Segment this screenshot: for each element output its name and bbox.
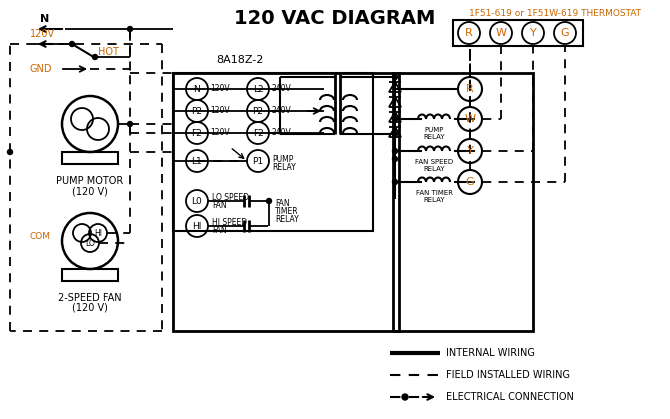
Text: 120V: 120V xyxy=(210,127,230,137)
Text: PUMP: PUMP xyxy=(424,127,444,133)
Text: HI: HI xyxy=(192,222,202,230)
Text: P1: P1 xyxy=(253,157,263,166)
Text: L0: L0 xyxy=(192,197,202,205)
Text: FAN SPEED: FAN SPEED xyxy=(415,159,453,165)
Text: RELAY: RELAY xyxy=(423,197,445,203)
Text: 1F51-619 or 1F51W-619 THERMOSTAT: 1F51-619 or 1F51W-619 THERMOSTAT xyxy=(469,9,641,18)
Text: RELAY: RELAY xyxy=(423,134,445,140)
Text: HOT: HOT xyxy=(98,47,119,57)
Circle shape xyxy=(70,41,74,47)
Text: RELAY: RELAY xyxy=(275,215,299,223)
Text: 120V: 120V xyxy=(30,29,55,39)
Text: HI SPEED: HI SPEED xyxy=(212,217,247,227)
Text: FAN: FAN xyxy=(212,201,226,210)
Text: G: G xyxy=(466,177,474,187)
Bar xyxy=(173,73,399,331)
Circle shape xyxy=(402,394,408,400)
Circle shape xyxy=(393,179,397,184)
Text: 120V: 120V xyxy=(210,83,230,93)
Text: (120 V): (120 V) xyxy=(72,186,108,196)
Text: LO SPEED: LO SPEED xyxy=(212,192,249,202)
Circle shape xyxy=(92,54,98,59)
Text: G: G xyxy=(561,28,570,38)
Text: P2: P2 xyxy=(192,106,202,116)
Text: ELECTRICAL CONNECTION: ELECTRICAL CONNECTION xyxy=(446,392,574,402)
Text: GND: GND xyxy=(30,64,52,74)
Bar xyxy=(62,269,118,281)
Text: Y: Y xyxy=(466,146,474,156)
Text: Y: Y xyxy=(529,28,537,38)
Text: HI: HI xyxy=(94,228,102,238)
Text: INTERNAL WIRING: INTERNAL WIRING xyxy=(446,348,535,358)
Text: FIELD INSTALLED WIRING: FIELD INSTALLED WIRING xyxy=(446,370,570,380)
Text: L1: L1 xyxy=(192,157,202,166)
Text: F2: F2 xyxy=(192,129,202,137)
Text: 8A18Z-2: 8A18Z-2 xyxy=(216,55,264,65)
Bar xyxy=(62,152,118,164)
Bar xyxy=(393,73,533,331)
Text: P2: P2 xyxy=(253,106,263,116)
Text: W: W xyxy=(496,28,507,38)
Text: 240V: 240V xyxy=(271,83,291,93)
Text: R: R xyxy=(465,28,473,38)
Circle shape xyxy=(393,116,397,122)
Text: FAN: FAN xyxy=(212,225,226,235)
Text: COM: COM xyxy=(30,232,51,241)
Text: L2: L2 xyxy=(253,85,263,93)
Text: R: R xyxy=(466,84,474,94)
Text: RELAY: RELAY xyxy=(423,166,445,172)
Text: 240V: 240V xyxy=(271,106,291,114)
Text: TIMER: TIMER xyxy=(275,207,299,215)
Text: N: N xyxy=(194,85,200,93)
Text: FAN: FAN xyxy=(275,199,289,207)
Text: (120 V): (120 V) xyxy=(72,303,108,313)
Circle shape xyxy=(267,199,271,204)
Text: PUMP MOTOR: PUMP MOTOR xyxy=(56,176,124,186)
Text: W: W xyxy=(464,114,476,124)
Text: N: N xyxy=(40,14,50,24)
Text: FAN TIMER: FAN TIMER xyxy=(415,190,452,196)
Bar xyxy=(173,73,373,231)
Circle shape xyxy=(127,122,133,127)
Text: 120V: 120V xyxy=(210,106,230,114)
Text: PUMP: PUMP xyxy=(272,155,293,163)
Circle shape xyxy=(393,132,397,137)
Text: 240V: 240V xyxy=(271,127,291,137)
Bar xyxy=(453,20,583,46)
Text: LO: LO xyxy=(85,238,95,248)
Text: 2-SPEED FAN: 2-SPEED FAN xyxy=(58,293,122,303)
Circle shape xyxy=(393,75,397,80)
Text: RELAY: RELAY xyxy=(272,163,295,171)
Text: 120 VAC DIAGRAM: 120 VAC DIAGRAM xyxy=(234,9,436,28)
Circle shape xyxy=(7,150,13,155)
Circle shape xyxy=(127,26,133,31)
Text: F2: F2 xyxy=(253,129,263,137)
Circle shape xyxy=(393,148,397,153)
Circle shape xyxy=(393,157,397,161)
